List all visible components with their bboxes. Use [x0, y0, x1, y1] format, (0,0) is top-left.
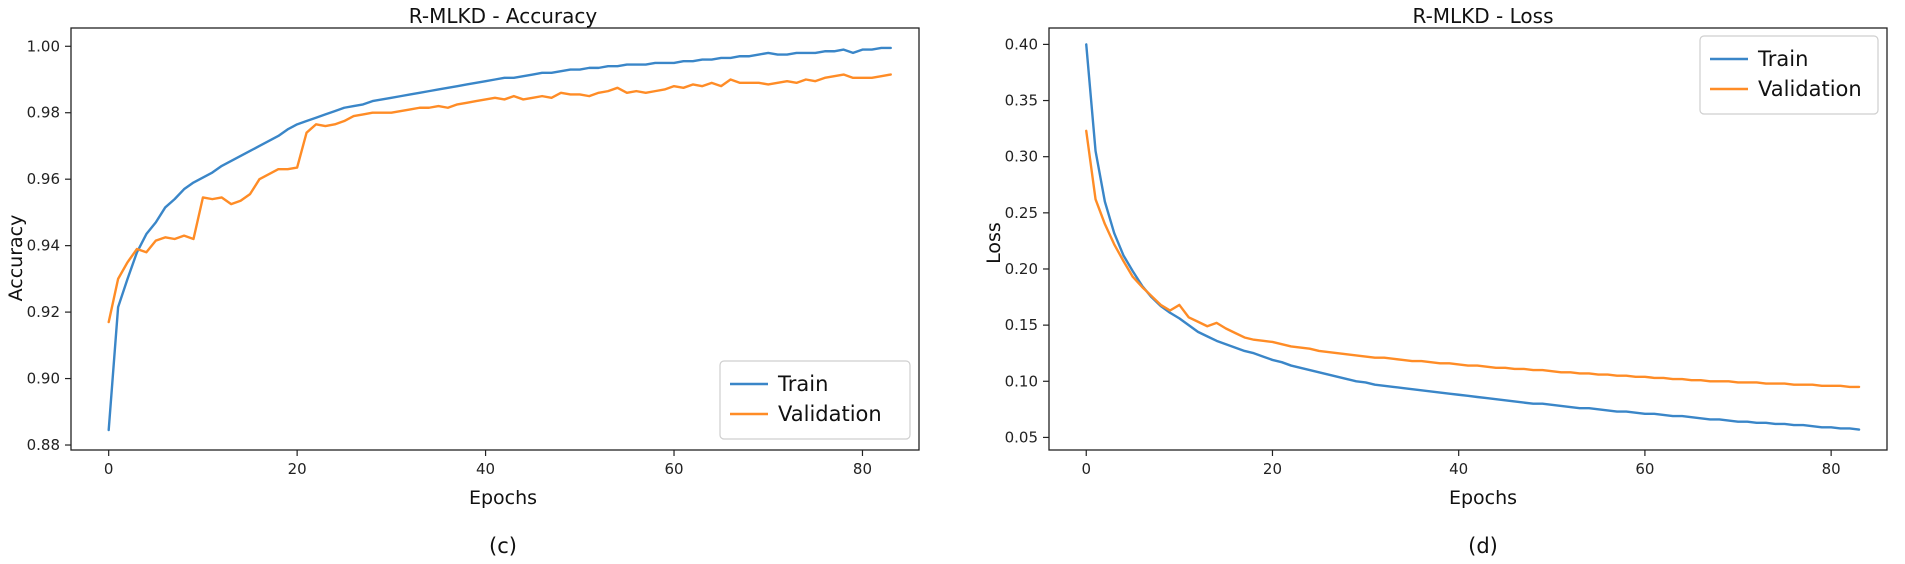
loss-chart-title: R-MLKD - Loss: [1412, 4, 1553, 28]
loss-plot-frame: [1048, 27, 1888, 451]
accuracy-y-axis-label: Accuracy: [5, 215, 27, 302]
accuracy-series-train-line: [107, 46, 892, 432]
accuracy-chart-title: R-MLKD - Accuracy: [409, 4, 598, 28]
loss-x-axis-label: Epochs: [1449, 487, 1517, 509]
accuracy-y-tick-label: 0.92: [27, 303, 60, 321]
loss-y-tick-label: 0.40: [1005, 35, 1038, 53]
accuracy-x-tick-label: 20: [288, 460, 307, 478]
loss-y-tick-label: 0.35: [1005, 92, 1038, 110]
loss-legend-label-validation: Validation: [1758, 77, 1862, 101]
accuracy-legend-label-validation: Validation: [778, 402, 882, 426]
accuracy-legend-label-train: Train: [777, 372, 828, 396]
accuracy-legend-box: [719, 360, 911, 440]
loss-legend: Train Validation: [1699, 35, 1879, 115]
accuracy-caption: (c): [489, 534, 517, 558]
accuracy-legend: Train Validation: [719, 360, 911, 440]
accuracy-y-tick-label: 1.00: [27, 37, 60, 55]
accuracy-panel: R-MLKD - Accuracy Epochs Accuracy (c) 0 2…: [5, 4, 920, 558]
loss-panel: R-MLKD - Loss Epochs Loss (d) 0 20 40 60 80 0…: [983, 4, 1888, 558]
accuracy-x-axis-label: Epochs: [469, 487, 537, 509]
accuracy-x-tick-label: 60: [664, 460, 683, 478]
accuracy-x-tick-label: 0: [104, 460, 114, 478]
loss-caption: (d): [1468, 534, 1498, 558]
accuracy-series-validation-line: [107, 73, 892, 324]
loss-y-tick-label: 0.15: [1005, 316, 1038, 334]
accuracy-y-tick-label: 0.98: [27, 104, 60, 122]
loss-y-tick-label: 0.05: [1005, 428, 1038, 446]
loss-x-tick-label: 0: [1081, 460, 1091, 478]
accuracy-x-tick-label: 40: [476, 460, 495, 478]
loss-y-tick-label: 0.20: [1005, 260, 1038, 278]
loss-x-tick-label: 80: [1822, 460, 1841, 478]
loss-x-tick-label: 20: [1263, 460, 1282, 478]
loss-series-train-line: [1085, 43, 1861, 431]
loss-x-tick-label: 40: [1449, 460, 1468, 478]
loss-series-validation-line: [1085, 129, 1861, 389]
loss-legend-box: [1699, 35, 1879, 115]
loss-y-tick-label: 0.10: [1005, 372, 1038, 390]
accuracy-plot-frame: [70, 27, 920, 451]
accuracy-x-tick-label: 80: [853, 460, 872, 478]
loss-y-axis-label: Loss: [983, 222, 1005, 264]
accuracy-y-tick-label: 0.96: [27, 170, 60, 188]
accuracy-y-tick-label: 0.90: [27, 370, 60, 388]
loss-legend-label-train: Train: [1757, 47, 1808, 71]
accuracy-y-tick-label: 0.88: [27, 436, 60, 454]
accuracy-y-tick-label: 0.94: [27, 237, 60, 255]
loss-y-tick-label: 0.25: [1005, 204, 1038, 222]
loss-y-tick-label: 0.30: [1005, 148, 1038, 166]
loss-x-tick-label: 60: [1635, 460, 1654, 478]
